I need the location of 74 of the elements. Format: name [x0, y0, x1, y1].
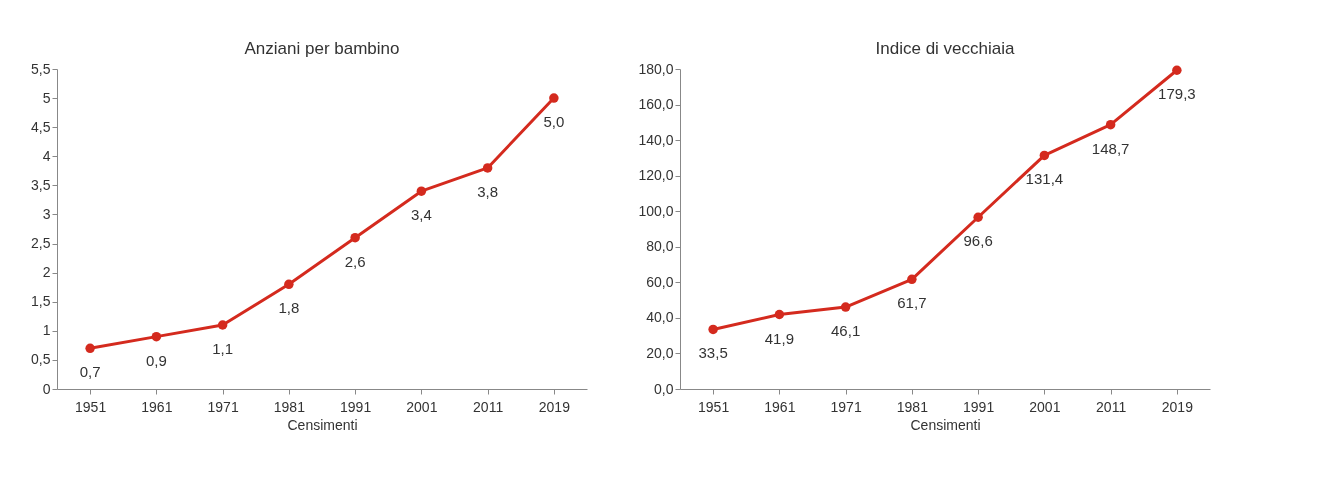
x-tick-label: 2011 — [473, 398, 504, 415]
y-tick-label: 4 — [42, 147, 51, 164]
y-tick-label: 4,5 — [31, 118, 51, 135]
y-tick-label: 20,0 — [646, 344, 674, 361]
point — [840, 302, 851, 312]
y-tick-label: 1,5 — [31, 293, 51, 310]
point — [416, 186, 427, 196]
x-tick-label: 2001 — [1029, 398, 1061, 415]
y-tick-label: 140,0 — [638, 131, 674, 148]
x-tick-label: 1981 — [273, 398, 306, 415]
point — [1172, 65, 1182, 75]
data-label: 61,7 — [897, 294, 927, 312]
x-tick-label: 2001 — [406, 398, 438, 415]
point — [350, 232, 360, 243]
point — [907, 274, 917, 285]
y-tick-label: 180,0 — [638, 60, 674, 77]
y-tick-label: 0,5 — [31, 351, 51, 368]
y-tick-label: 2,5 — [31, 235, 51, 252]
x-tick-label: 1991 — [340, 398, 372, 415]
data-label: 1,1 — [212, 340, 234, 357]
y-tick-label: 80,0 — [646, 238, 674, 255]
point — [973, 212, 983, 222]
x-tick-label: 1981 — [896, 398, 929, 415]
y-tick-label: 5 — [42, 89, 51, 106]
x-tick-label: 1961 — [141, 398, 173, 415]
point — [217, 320, 228, 330]
data-label: 0,9 — [145, 351, 167, 369]
data-label: 1,8 — [278, 299, 300, 317]
y-tick-label: 40,0 — [646, 309, 674, 326]
data-label: 131,4 — [1025, 170, 1064, 188]
data-label: 41,9 — [764, 329, 794, 347]
y-tick-label: 120,0 — [638, 167, 674, 184]
chart-title: Anziani per bambino — [244, 39, 400, 58]
data-label: 96,6 — [963, 232, 993, 250]
x-tick-label: 2019 — [538, 398, 571, 415]
x-tick-label: 1951 — [698, 398, 730, 415]
y-tick-label: 160,0 — [638, 96, 674, 113]
y-tick-label: 100,0 — [638, 202, 674, 219]
data-label: 3,8 — [477, 182, 499, 200]
y-tick-label: 5,5 — [31, 60, 51, 77]
y-tick-label: 1 — [42, 322, 51, 339]
data-label: 0,7 — [79, 363, 101, 381]
x-tick-label: 2011 — [1096, 398, 1127, 415]
point — [1039, 150, 1050, 161]
point — [482, 163, 493, 173]
chart-title: Indice di vecchiaia — [875, 39, 1015, 58]
point — [549, 93, 559, 103]
data-label: 2,6 — [344, 252, 366, 270]
point — [284, 279, 294, 290]
x-axis-title: Censimenti — [287, 416, 358, 433]
x-tick-label: 1961 — [764, 398, 796, 415]
point — [708, 324, 718, 335]
data-label: 3,4 — [410, 206, 432, 224]
y-tick-label: 3,5 — [31, 176, 51, 193]
y-tick-label: 3 — [42, 205, 51, 222]
data-label: 179,3 — [1158, 85, 1196, 103]
point — [151, 331, 162, 342]
y-tick-label: 0,0 — [654, 380, 674, 397]
data-label: 148,7 — [1091, 139, 1130, 157]
x-tick-label: 2019 — [1161, 398, 1194, 415]
data-label: 46,1 — [831, 322, 861, 340]
point — [85, 343, 95, 354]
point — [774, 309, 785, 320]
x-tick-label: 1971 — [830, 398, 862, 415]
x-tick-label: 1991 — [963, 398, 995, 415]
y-tick-label: 60,0 — [646, 273, 674, 290]
x-tick-label: 1971 — [207, 398, 239, 415]
x-tick-label: 1951 — [75, 398, 107, 415]
data-label: 5,0 — [543, 113, 565, 131]
y-tick-label: 2 — [42, 264, 51, 281]
data-label: 33,5 — [698, 344, 728, 362]
y-tick-label: 0 — [42, 380, 51, 397]
point — [1105, 119, 1116, 130]
x-axis-title: Censimenti — [910, 416, 981, 433]
